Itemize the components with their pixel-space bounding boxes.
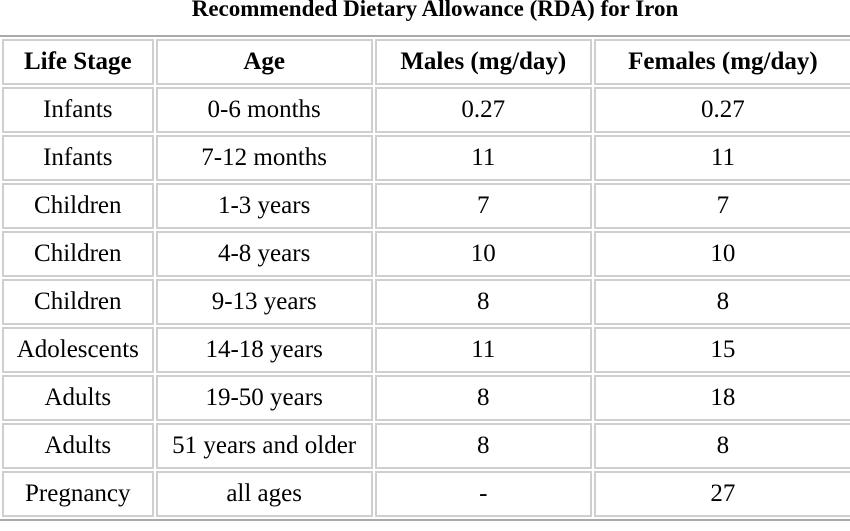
cell-females: 0.27 xyxy=(593,87,850,133)
table-row: Children 1-3 years 7 7 xyxy=(2,183,850,229)
cell-males: 8 xyxy=(374,279,592,325)
column-header-females: Females (mg/day) xyxy=(593,39,850,85)
cell-males: 11 xyxy=(374,327,592,373)
cell-age: 14-18 years xyxy=(155,327,373,373)
cell-age: 1-3 years xyxy=(155,183,373,229)
cell-life-stage: Children xyxy=(2,279,154,325)
cell-males: 0.27 xyxy=(374,87,592,133)
cell-life-stage: Children xyxy=(2,183,154,229)
cell-age: 51 years and older xyxy=(155,423,373,469)
cell-males: 8 xyxy=(374,375,592,421)
cell-males: - xyxy=(374,471,592,517)
cell-females: 11 xyxy=(593,135,850,181)
table-row: Infants 0-6 months 0.27 0.27 xyxy=(2,87,850,133)
cell-life-stage: Children xyxy=(2,231,154,277)
cell-females: 15 xyxy=(593,327,850,373)
column-header-age: Age xyxy=(155,39,373,85)
cell-age: 0-6 months xyxy=(155,87,373,133)
cell-age: 7-12 months xyxy=(155,135,373,181)
cell-females: 18 xyxy=(593,375,850,421)
table-row: Adults 51 years and older 8 8 xyxy=(2,423,850,469)
cell-age: all ages xyxy=(155,471,373,517)
cell-females: 10 xyxy=(593,231,850,277)
table-row: Adolescents 14-18 years 11 15 xyxy=(2,327,850,373)
iron-rda-table: Life Stage Age Males (mg/day) Females (m… xyxy=(0,35,850,521)
table-row: Adults 19-50 years 8 18 xyxy=(2,375,850,421)
header-row: Life Stage Age Males (mg/day) Females (m… xyxy=(2,39,850,85)
cell-females: 8 xyxy=(593,279,850,325)
cell-life-stage: Adults xyxy=(2,423,154,469)
table-row: Children 9-13 years 8 8 xyxy=(2,279,850,325)
cell-life-stage: Infants xyxy=(2,87,154,133)
cell-life-stage: Adults xyxy=(2,375,154,421)
cell-life-stage: Pregnancy xyxy=(2,471,154,517)
cell-females: 8 xyxy=(593,423,850,469)
cell-age: 9-13 years xyxy=(155,279,373,325)
cell-age: 4-8 years xyxy=(155,231,373,277)
column-header-life-stage: Life Stage xyxy=(2,39,154,85)
table-title: Recommended Dietary Allowance (RDA) for … xyxy=(191,0,679,21)
cell-males: 7 xyxy=(374,183,592,229)
cell-life-stage: Infants xyxy=(2,135,154,181)
cell-males: 11 xyxy=(374,135,592,181)
table-row: Children 4-8 years 10 10 xyxy=(2,231,850,277)
cell-life-stage: Adolescents xyxy=(2,327,154,373)
cell-age: 19-50 years xyxy=(155,375,373,421)
cell-males: 8 xyxy=(374,423,592,469)
cell-males: 10 xyxy=(374,231,592,277)
cell-females: 27 xyxy=(593,471,850,517)
table-row: Infants 7-12 months 11 11 xyxy=(2,135,850,181)
cell-females: 7 xyxy=(593,183,850,229)
column-header-males: Males (mg/day) xyxy=(374,39,592,85)
table-row: Pregnancy all ages - 27 xyxy=(2,471,850,517)
